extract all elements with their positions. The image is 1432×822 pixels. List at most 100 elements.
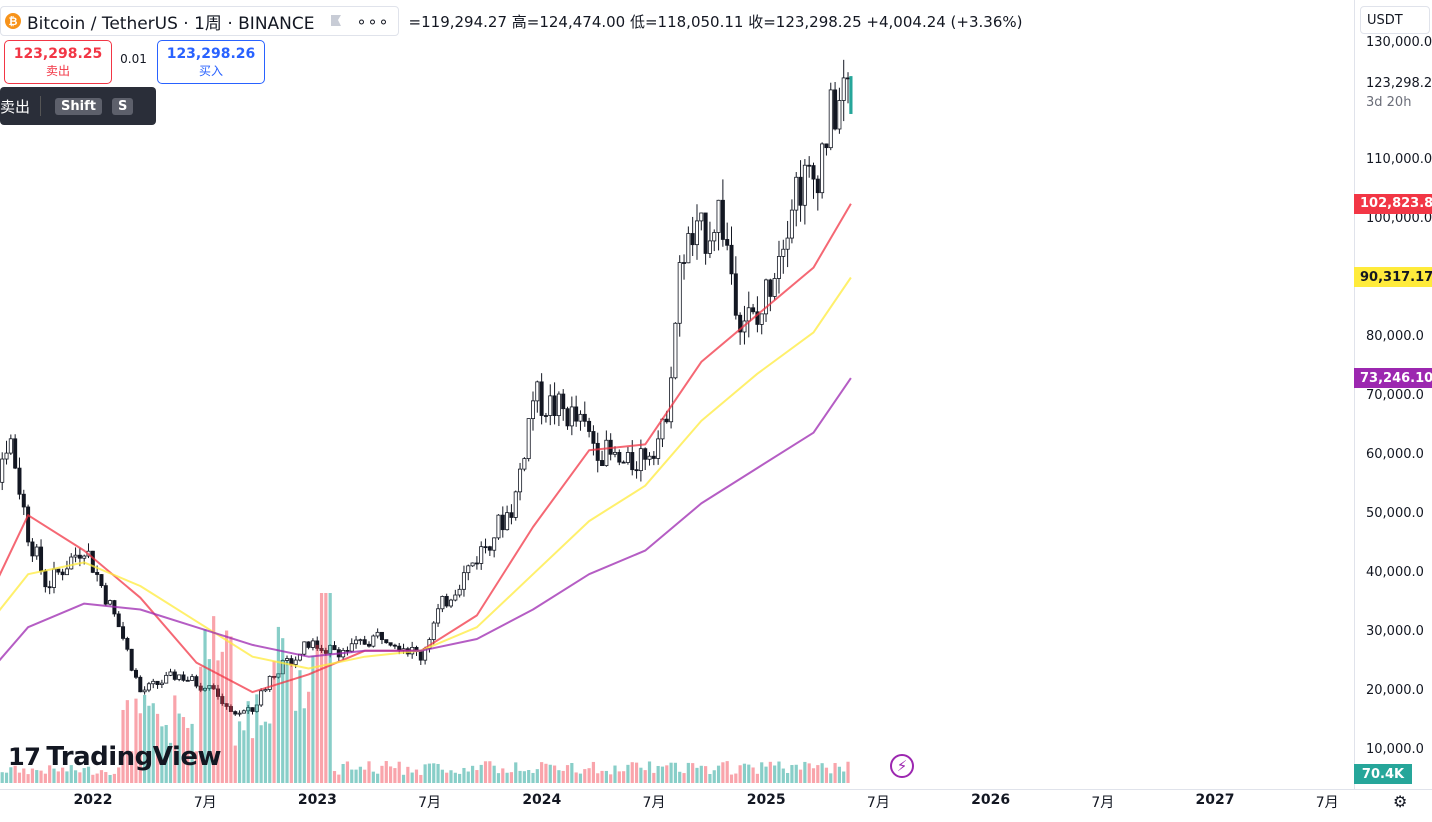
last-candle bbox=[849, 76, 853, 114]
bitcoin-icon: ₿ bbox=[5, 13, 21, 29]
volume-bar bbox=[298, 670, 302, 783]
volume-bar bbox=[755, 773, 759, 783]
candle-body bbox=[466, 565, 471, 574]
candle-body bbox=[293, 659, 298, 665]
volume-bar bbox=[660, 766, 665, 783]
candle-body bbox=[755, 311, 760, 325]
candle-body bbox=[578, 413, 583, 422]
price-axis-separator bbox=[1354, 0, 1355, 790]
volume-bar bbox=[332, 771, 337, 783]
candle-body bbox=[43, 570, 48, 588]
volume-bar bbox=[665, 765, 669, 783]
volume-bar bbox=[229, 636, 233, 783]
candle-body bbox=[259, 690, 264, 706]
candle-body bbox=[345, 649, 350, 652]
month-label: 7月 bbox=[193, 795, 217, 811]
volume-bar bbox=[842, 771, 846, 783]
candle-body bbox=[133, 669, 138, 678]
candle-body bbox=[17, 467, 22, 495]
volume-label: 70.4K bbox=[1354, 764, 1412, 784]
volume-bar bbox=[747, 764, 751, 783]
volume-bar bbox=[48, 765, 52, 783]
moving-average-line-2 bbox=[0, 276, 852, 670]
candle-body bbox=[716, 199, 721, 233]
volume-bar bbox=[56, 771, 60, 783]
volume-bar bbox=[768, 761, 772, 783]
volume-bar bbox=[181, 717, 186, 783]
volume-bar bbox=[613, 765, 617, 783]
candle-body bbox=[535, 381, 540, 402]
volume-bar bbox=[777, 761, 781, 783]
candle-body bbox=[39, 546, 44, 572]
chart-legend: ₿ Bitcoin / TetherUS · 1周 · BINANCE ∘∘∘ … bbox=[0, 6, 1023, 36]
candle-body bbox=[470, 562, 475, 567]
candle-body bbox=[703, 212, 708, 254]
volume-bar bbox=[617, 771, 621, 783]
volume-bar bbox=[130, 751, 134, 783]
candle-body bbox=[181, 674, 186, 681]
candle-body bbox=[656, 438, 661, 459]
volume-bar bbox=[786, 772, 790, 783]
candle-body bbox=[815, 178, 820, 194]
candle-body bbox=[738, 314, 743, 333]
volume-bar bbox=[811, 768, 816, 783]
volume-bar bbox=[194, 751, 198, 783]
price-tick-label: 10,000.0 bbox=[1366, 742, 1424, 758]
tradingview-logo[interactable]: 17 TradingView bbox=[8, 742, 222, 772]
lightning-icon[interactable]: ⚡ bbox=[890, 754, 914, 778]
candle-body bbox=[21, 493, 26, 508]
volume-bar bbox=[505, 772, 509, 783]
volume-bar bbox=[199, 666, 203, 783]
volume-bar bbox=[609, 774, 613, 783]
candle-body bbox=[47, 586, 52, 589]
symbol-box[interactable]: ₿ Bitcoin / TetherUS · 1周 · BINANCE ∘∘∘ bbox=[0, 6, 399, 36]
volume-bar bbox=[69, 765, 73, 783]
volume-bar bbox=[643, 770, 647, 783]
currency-selector[interactable]: USDT bbox=[1360, 6, 1430, 34]
volume-bar bbox=[246, 701, 250, 783]
candle-body bbox=[794, 176, 799, 211]
more-icon[interactable]: ∘∘∘ bbox=[356, 11, 390, 31]
candle-body bbox=[384, 639, 389, 644]
volume-bar bbox=[622, 771, 626, 783]
settings-icon[interactable]: ⚙ bbox=[1393, 792, 1408, 811]
candle-body bbox=[168, 671, 173, 676]
candle-body bbox=[781, 248, 786, 257]
volume-bar bbox=[117, 767, 121, 783]
volume-bar bbox=[704, 766, 708, 783]
volume-bar bbox=[760, 762, 764, 783]
sell-button[interactable]: 123,298.25 卖出 bbox=[4, 40, 112, 84]
symbol-title[interactable]: Bitcoin / TetherUS · 1周 · BINANCE bbox=[27, 13, 315, 34]
volume-bar bbox=[565, 765, 570, 783]
candle-body bbox=[319, 647, 324, 651]
volume-bar bbox=[319, 593, 324, 783]
candle-body bbox=[630, 452, 635, 471]
ohlc-values: =119,294.27 高=124,474.00 低=118,050.11 收=… bbox=[408, 12, 1023, 31]
spread-value: 0.01 bbox=[120, 52, 147, 66]
buy-button[interactable]: 123,298.26 买入 bbox=[157, 40, 265, 84]
volume-bar bbox=[423, 764, 427, 783]
logo-text: TradingView bbox=[46, 742, 222, 772]
volume-bar bbox=[445, 772, 449, 783]
candle-body bbox=[828, 89, 833, 149]
candle-body bbox=[669, 377, 674, 423]
volume-bar bbox=[354, 769, 358, 783]
flag-icon[interactable] bbox=[329, 14, 343, 28]
volume-bar bbox=[652, 772, 656, 783]
volume-bar bbox=[4, 772, 9, 783]
volume-bar bbox=[207, 659, 211, 783]
candle-body bbox=[772, 278, 777, 297]
volume-bar bbox=[824, 767, 829, 783]
candle-body bbox=[682, 262, 687, 264]
candle-body bbox=[51, 568, 56, 588]
candle-body bbox=[461, 572, 466, 590]
year-label: 2026 bbox=[971, 792, 1011, 808]
candle-body bbox=[228, 706, 233, 712]
tooltip-divider bbox=[40, 96, 42, 116]
candle-body bbox=[621, 461, 626, 464]
price-tick-label: 20,000.0 bbox=[1366, 683, 1424, 699]
candle-body bbox=[73, 554, 78, 558]
candle-body bbox=[211, 685, 216, 690]
candle-body bbox=[302, 641, 307, 655]
